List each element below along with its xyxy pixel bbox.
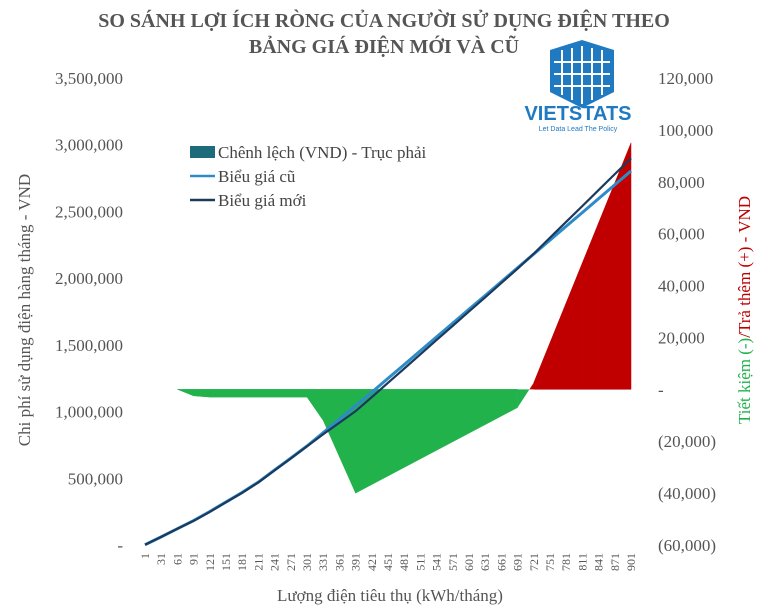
y2-axis-title-part: /Trả thêm (+) - VND [735, 196, 754, 338]
area-segment [387, 389, 405, 477]
area-segment [614, 142, 632, 390]
y2-tick-label: 80,000 [658, 173, 705, 192]
x-tick-label: 451 [381, 553, 395, 571]
chart-title: BẢNG GIÁ ĐIỆN MỚI VÀ CŨ [249, 34, 519, 58]
y-axis-title: Chi phí sử dụng điện hàng tháng - VND [15, 174, 34, 446]
y2-tick-label: 100,000 [658, 121, 713, 140]
area-segment [452, 389, 470, 443]
x-tick-label: 661 [494, 553, 508, 571]
area-segment [582, 222, 599, 390]
x-tick-label: 211 [251, 553, 265, 571]
x-tick-label: 751 [543, 553, 557, 571]
x-tick-label: 91 [187, 553, 201, 565]
x-tick-label: 571 [446, 553, 460, 571]
x-tick-label: 361 [332, 553, 346, 571]
area-segment [501, 389, 518, 417]
x-tick-label: 601 [462, 553, 476, 571]
area-segment [274, 389, 292, 398]
area-segment [484, 389, 502, 426]
area-segment [306, 389, 324, 422]
y-tick-label: 1,000,000 [55, 403, 123, 422]
legend-swatch [190, 146, 215, 158]
area-segment [436, 389, 454, 451]
area-segment [225, 389, 243, 398]
x-tick-label: 841 [592, 553, 606, 571]
x-tick-label: 631 [478, 553, 492, 571]
y2-tick-label: (60,000) [658, 536, 716, 555]
y-tick-label: 3,500,000 [55, 69, 123, 88]
y2-tick-label: 60,000 [658, 225, 705, 244]
x-tick-label: 61 [170, 553, 184, 565]
area-segment [339, 389, 356, 494]
x-tick-label: 421 [365, 553, 379, 571]
area-segment [258, 389, 275, 398]
x-tick-label: 721 [527, 553, 541, 571]
area-segment [598, 182, 616, 390]
x-tick-label: 691 [511, 553, 525, 571]
chart-title: SO SÁNH LỢI ÍCH RÒNG CỦA NGƯỜI SỬ DỤNG Đ… [98, 8, 670, 32]
x-tick-label: 781 [559, 553, 573, 571]
area-segment [241, 389, 259, 398]
y-tick-label: 500,000 [68, 469, 123, 488]
area-segment [193, 389, 211, 398]
logo: VIETSTATS Let Data Lead The Policy [524, 40, 632, 133]
logo-tagline: Let Data Lead The Policy [539, 126, 618, 133]
area-segment [290, 389, 308, 398]
area-segment [420, 389, 437, 460]
area-segment [565, 262, 583, 390]
x-axis-title: Lượng điện tiêu thụ (kWh/tháng) [277, 586, 503, 605]
line-series [144, 157, 632, 546]
y-tick-label: 2,500,000 [55, 202, 123, 221]
area-segment [177, 389, 194, 397]
y2-tick-label: (40,000) [658, 484, 716, 503]
y2-tick-label: 120,000 [658, 69, 713, 88]
area-segment [403, 389, 421, 468]
y2-axis-title-part: Tiết kiệm (-) [735, 338, 754, 424]
y-tick-label: 1,500,000 [55, 336, 123, 355]
logo-name: VIETSTATS [524, 103, 631, 125]
y-tick-label: - [117, 536, 123, 555]
area-segment [468, 389, 486, 434]
x-tick-label: 301 [300, 553, 314, 571]
y2-tick-label: - [658, 380, 664, 399]
x-tick-label: 31 [154, 553, 168, 565]
y2-tick-label: (20,000) [658, 432, 716, 451]
area-segment [209, 389, 227, 398]
x-tick-label: 511 [413, 553, 427, 571]
y2-axis-title: Tiết kiệm (-)/Trả thêm (+) - VND [735, 196, 754, 424]
area-segment [517, 389, 530, 408]
area-segment [533, 342, 551, 390]
y-tick-label: 2,000,000 [55, 269, 123, 288]
legend-label: Biểu giá mới [218, 191, 307, 210]
x-tick-label: 181 [235, 553, 249, 571]
area-segment [371, 389, 389, 485]
x-tick-label: 1 [138, 553, 152, 559]
legend-label: Biểu giá cũ [218, 167, 296, 186]
y-tick-label: 3,000,000 [55, 136, 123, 155]
x-tick-label: 481 [397, 553, 411, 571]
x-tick-label: 901 [624, 553, 638, 571]
x-tick-label: 871 [608, 553, 622, 571]
x-tick-label: 541 [430, 553, 444, 571]
x-tick-label: 331 [316, 553, 330, 571]
area-segment [529, 382, 534, 390]
x-tick-label: 391 [349, 553, 363, 571]
x-tick-label: 271 [284, 553, 298, 571]
legend-label: Chênh lệch (VND) - Trục phải [218, 143, 426, 162]
x-tick-label: 241 [268, 553, 282, 571]
x-tick-label: 121 [203, 553, 217, 571]
logo-grid [554, 46, 610, 104]
area-segment [549, 302, 567, 390]
y2-tick-label: 40,000 [658, 277, 705, 296]
x-tick-label: 151 [219, 553, 233, 571]
y2-tick-label: 20,000 [658, 328, 705, 347]
x-tick-label: 811 [575, 553, 589, 571]
